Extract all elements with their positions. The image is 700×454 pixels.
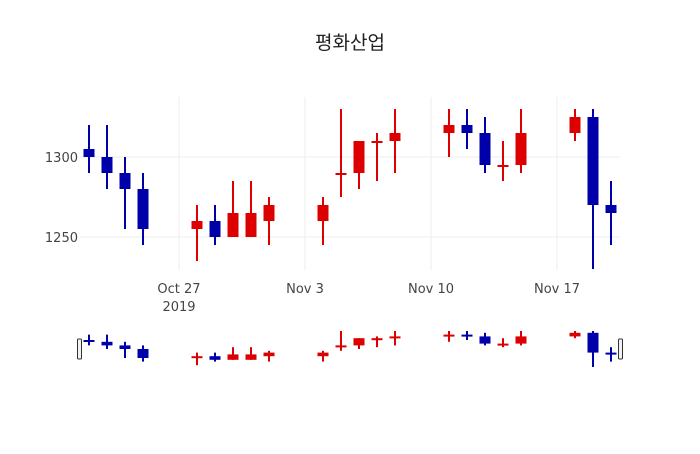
candle[interactable] [245,181,257,237]
candle[interactable] [137,173,149,245]
mini-candle [587,331,599,367]
candle[interactable] [569,109,581,141]
candle[interactable] [83,125,95,173]
mini-candle [317,350,329,362]
mini-candle [119,341,131,358]
mini-candle [101,334,113,349]
mini-candle [245,347,257,360]
x-tick-label: Oct 27 [157,282,200,297]
candle[interactable] [191,205,203,261]
mini-candle [479,332,491,346]
mini-candle [461,331,473,340]
candle[interactable] [443,109,455,157]
y-tick-label: 1300 [45,151,78,166]
mini-candle [335,331,347,351]
mini-candle [83,334,95,346]
mini-candle [497,338,509,348]
range-slider-preview [83,331,617,367]
mini-candle [569,331,581,339]
candle[interactable] [605,181,617,245]
mini-candle [227,347,239,360]
mini-candle [191,352,203,366]
candle[interactable] [389,109,401,173]
candle[interactable] [317,197,329,245]
y-axis-ticks: 1250 1300 [45,151,78,246]
candle[interactable] [371,133,383,181]
mini-candle [137,345,149,362]
gridlines [80,97,620,270]
range-slider-right-handle[interactable] [618,338,623,360]
mini-candle [443,331,455,342]
candle[interactable] [587,109,599,269]
candle[interactable] [461,109,473,149]
candle[interactable] [227,181,239,237]
mini-candle [263,350,275,362]
mini-candle [371,336,383,348]
candle[interactable] [263,197,275,245]
candlestick-series[interactable] [83,109,617,269]
x-axis-ticks: Oct 27 2019 Nov 3 Nov 10 Nov 17 [157,282,580,315]
x-tick-label: Nov 10 [408,282,454,297]
candle[interactable] [335,109,347,197]
x-tick-year-label: 2019 [162,300,195,315]
y-tick-label: 1250 [45,231,78,246]
range-slider[interactable] [77,331,623,367]
mini-candle [389,331,401,346]
candle[interactable] [209,205,221,245]
range-slider-left-handle[interactable] [77,338,82,360]
candle[interactable] [101,125,113,189]
candle[interactable] [515,109,527,173]
x-tick-label: Nov 17 [534,282,580,297]
mini-candle [209,352,221,362]
candle[interactable] [353,141,365,189]
chart-title: 평화산업 [315,32,385,54]
mini-candle [515,331,527,346]
candle[interactable] [479,117,491,173]
candle[interactable] [497,141,509,181]
candle[interactable] [119,157,131,229]
mini-candle [605,347,617,362]
x-tick-label: Nov 3 [286,282,324,297]
mini-candle [353,338,365,349]
